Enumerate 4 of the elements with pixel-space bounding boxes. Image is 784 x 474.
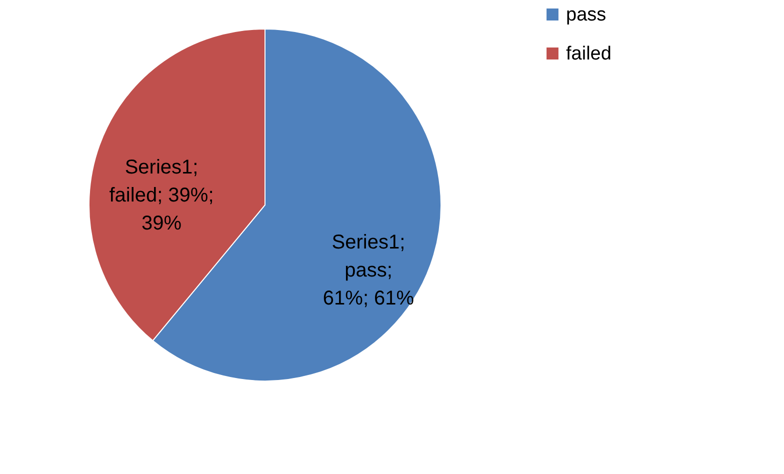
data-label: Series1; failed; 39%; 39%: [109, 156, 214, 235]
legend-label: failed: [566, 44, 612, 64]
legend-label: pass: [566, 4, 606, 26]
data-label: Series1; pass; 61%; 61%: [322, 231, 414, 310]
